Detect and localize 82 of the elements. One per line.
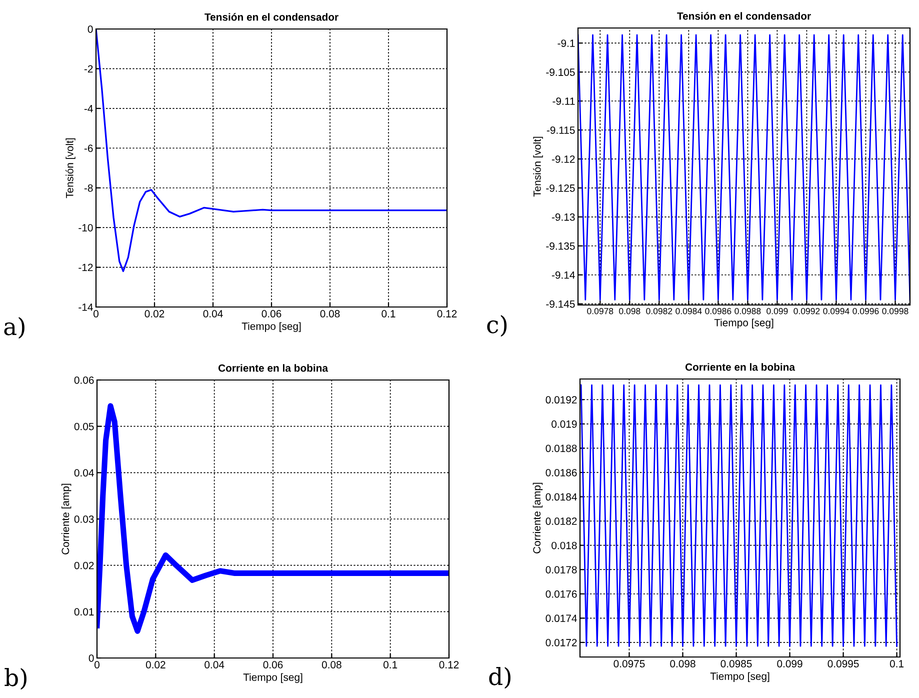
y-tick-label: 0.02 bbox=[74, 562, 94, 570]
y-tick-label: 0.0178 bbox=[546, 566, 577, 574]
x-tick-label: 0.0988 bbox=[734, 308, 761, 314]
x-tick-label: 0.12 bbox=[439, 661, 459, 668]
y-tick-label: 0.04 bbox=[74, 469, 94, 477]
x-tick-label: 0.1 bbox=[890, 660, 904, 668]
y-tick-label: -9.11 bbox=[552, 98, 575, 105]
y-tick-label: -2 bbox=[84, 65, 93, 72]
y-tick-label: -9.125 bbox=[546, 184, 575, 192]
text: d) bbox=[489, 667, 510, 689]
x-axis-title: Tiempo [seg] bbox=[710, 672, 770, 682]
text: c) bbox=[487, 315, 507, 337]
y-tick-label: 0.0192 bbox=[546, 396, 577, 404]
y-tick-label: -6 bbox=[84, 144, 93, 152]
x-tick-label: 0.02 bbox=[146, 661, 166, 668]
chart-title: Tensión en el condensador bbox=[204, 13, 338, 21]
y-tick-label: -9.105 bbox=[546, 68, 575, 76]
y-tick-label: 0.0188 bbox=[546, 444, 577, 452]
y-tick-label: -14 bbox=[78, 304, 93, 311]
y-tick-label: -8 bbox=[84, 184, 93, 192]
chart-title: Corriente en la bobina bbox=[218, 364, 328, 372]
x-tick-label: 0.1 bbox=[384, 661, 398, 668]
y-tick-label: -4 bbox=[84, 105, 93, 112]
y-tick-label: -12 bbox=[78, 264, 93, 272]
y-tick-label: 0.0174 bbox=[546, 614, 577, 622]
y-tick-label: -9.1 bbox=[558, 40, 575, 47]
x-tick-label: 0.12 bbox=[437, 310, 457, 318]
x-tick-label: 0.04 bbox=[203, 310, 223, 318]
x-tick-label: 0.098 bbox=[619, 308, 640, 314]
x-tick-label: 0.0994 bbox=[823, 308, 850, 314]
x-tick-label: 0.1 bbox=[382, 310, 396, 318]
y-tick-label: -9.115 bbox=[546, 126, 575, 134]
x-tick-label: 0.099 bbox=[777, 660, 802, 668]
y-tick-label: 0 bbox=[88, 654, 94, 662]
x-axis-title: Tiempo [seg] bbox=[242, 322, 301, 332]
y-axis-title: Corriente [amp] bbox=[61, 484, 72, 554]
x-tick-label: 0.06 bbox=[263, 661, 283, 668]
y-tick-label: 0.05 bbox=[74, 422, 94, 430]
chart-title: Tensión en el condensador bbox=[677, 12, 811, 20]
x-tick-label: 0.0998 bbox=[882, 308, 908, 314]
y-tick-label: 0 bbox=[88, 26, 93, 33]
x-tick-label: 0.0992 bbox=[794, 308, 820, 314]
text: b) bbox=[4, 668, 26, 690]
x-tick-label: 0.02 bbox=[144, 310, 164, 318]
x-tick-label: 0.0985 bbox=[720, 660, 752, 668]
y-axis-title: Tensión [volt] bbox=[533, 136, 543, 197]
x-axis-title: Tiempo [seg] bbox=[243, 673, 302, 683]
y-tick-label: 0.06 bbox=[74, 376, 94, 384]
y-tick-label: -9.135 bbox=[546, 242, 575, 250]
x-tick-label: 0.04 bbox=[204, 661, 224, 668]
x-tick-label: 0.0978 bbox=[587, 308, 614, 314]
x-tick-label: 0.06 bbox=[262, 310, 282, 318]
x-tick-label: 0.0984 bbox=[676, 308, 702, 314]
y-tick-label: -9.13 bbox=[552, 213, 575, 221]
y-tick-label: 0.0176 bbox=[546, 590, 577, 598]
y-tick-label: 0.0184 bbox=[546, 493, 577, 501]
y-tick-label: 0.0182 bbox=[546, 518, 577, 525]
y-tick-label: 0.03 bbox=[74, 516, 94, 523]
x-tick-label: 0.0982 bbox=[646, 308, 672, 314]
y-tick-label: 0.019 bbox=[552, 420, 577, 428]
x-tick-label: 0.08 bbox=[322, 661, 342, 668]
y-tick-label: 0.018 bbox=[552, 542, 577, 550]
x-tick-label: 0.098 bbox=[670, 660, 696, 668]
text: a) bbox=[4, 317, 24, 339]
x-tick-label: 0.099 bbox=[766, 308, 788, 314]
y-tick-label: -9.12 bbox=[552, 155, 575, 163]
y-tick-label: 0.0172 bbox=[546, 638, 577, 646]
x-tick-label: 0.0975 bbox=[614, 660, 645, 668]
y-axis-title: Tensión [volt] bbox=[66, 138, 76, 198]
y-axis-title: Corriente [amp] bbox=[532, 482, 543, 554]
x-tick-label: 0.08 bbox=[320, 310, 340, 318]
x-tick-label: 0.0995 bbox=[828, 660, 859, 668]
x-axis-title: Tiempo [seg] bbox=[714, 318, 774, 328]
x-tick-label: 0.0986 bbox=[705, 308, 732, 314]
x-tick-label: 0.0996 bbox=[852, 308, 879, 314]
y-tick-label: -9.145 bbox=[546, 300, 575, 308]
y-tick-label: -10 bbox=[78, 224, 93, 232]
x-tick-label: 0 bbox=[94, 661, 100, 668]
chart-title: Corriente en la bobina bbox=[685, 363, 796, 371]
y-tick-label: 0.01 bbox=[74, 608, 94, 616]
y-tick-label: 0.0186 bbox=[546, 468, 577, 476]
y-tick-label: -9.14 bbox=[552, 271, 575, 279]
